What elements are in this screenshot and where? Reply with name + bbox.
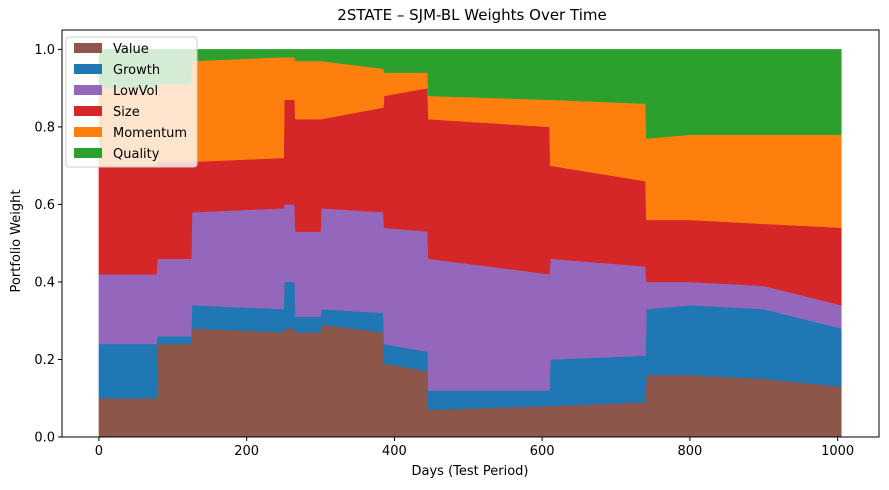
y-tick-label: 0.0 [34, 431, 55, 446]
x-tick-label: 1000 [821, 444, 854, 459]
x-axis: 0 200 400 600 800 1000 [95, 437, 854, 459]
x-axis-title: Days (Test Period) [412, 464, 529, 479]
legend-swatch-momentum [74, 127, 102, 137]
legend-swatch-quality [74, 148, 102, 158]
plot-frame [61, 29, 880, 438]
y-tick-label: 0.8 [34, 120, 55, 135]
x-tick-label: 800 [677, 444, 702, 459]
legend-swatch-growth [74, 64, 102, 74]
y-axis: 0.0 0.2 0.4 0.6 0.8 1.0 [34, 43, 62, 446]
legend-swatch-size [74, 106, 102, 116]
legend-label-quality: Quality [113, 147, 160, 162]
legend-label-growth: Growth [113, 63, 160, 78]
chart-title: 2STATE – SJM-BL Weights Over Time [337, 6, 606, 24]
x-tick-label: 600 [530, 444, 555, 459]
legend-swatch-lowvol [74, 85, 102, 95]
area-quality [98, 49, 842, 139]
legend-label-momentum: Momentum [113, 126, 187, 141]
y-tick-label: 1.0 [34, 43, 55, 58]
legend-label-lowvol: LowVol [113, 84, 158, 99]
legend-swatch-value [74, 43, 102, 53]
y-axis-title: Portfolio Weight [9, 190, 24, 293]
x-tick-label: 0 [95, 444, 103, 459]
legend-label-size: Size [113, 105, 140, 120]
y-tick-label: 0.4 [34, 275, 55, 290]
y-tick-label: 0.6 [34, 198, 55, 213]
x-tick-label: 400 [382, 444, 407, 459]
legend: Value Growth LowVol Size Momentum Quality [65, 36, 198, 168]
y-tick-label: 0.2 [34, 353, 55, 368]
area-series-group [98, 49, 842, 438]
x-tick-label: 200 [234, 444, 259, 459]
legend-label-value: Value [113, 42, 149, 57]
